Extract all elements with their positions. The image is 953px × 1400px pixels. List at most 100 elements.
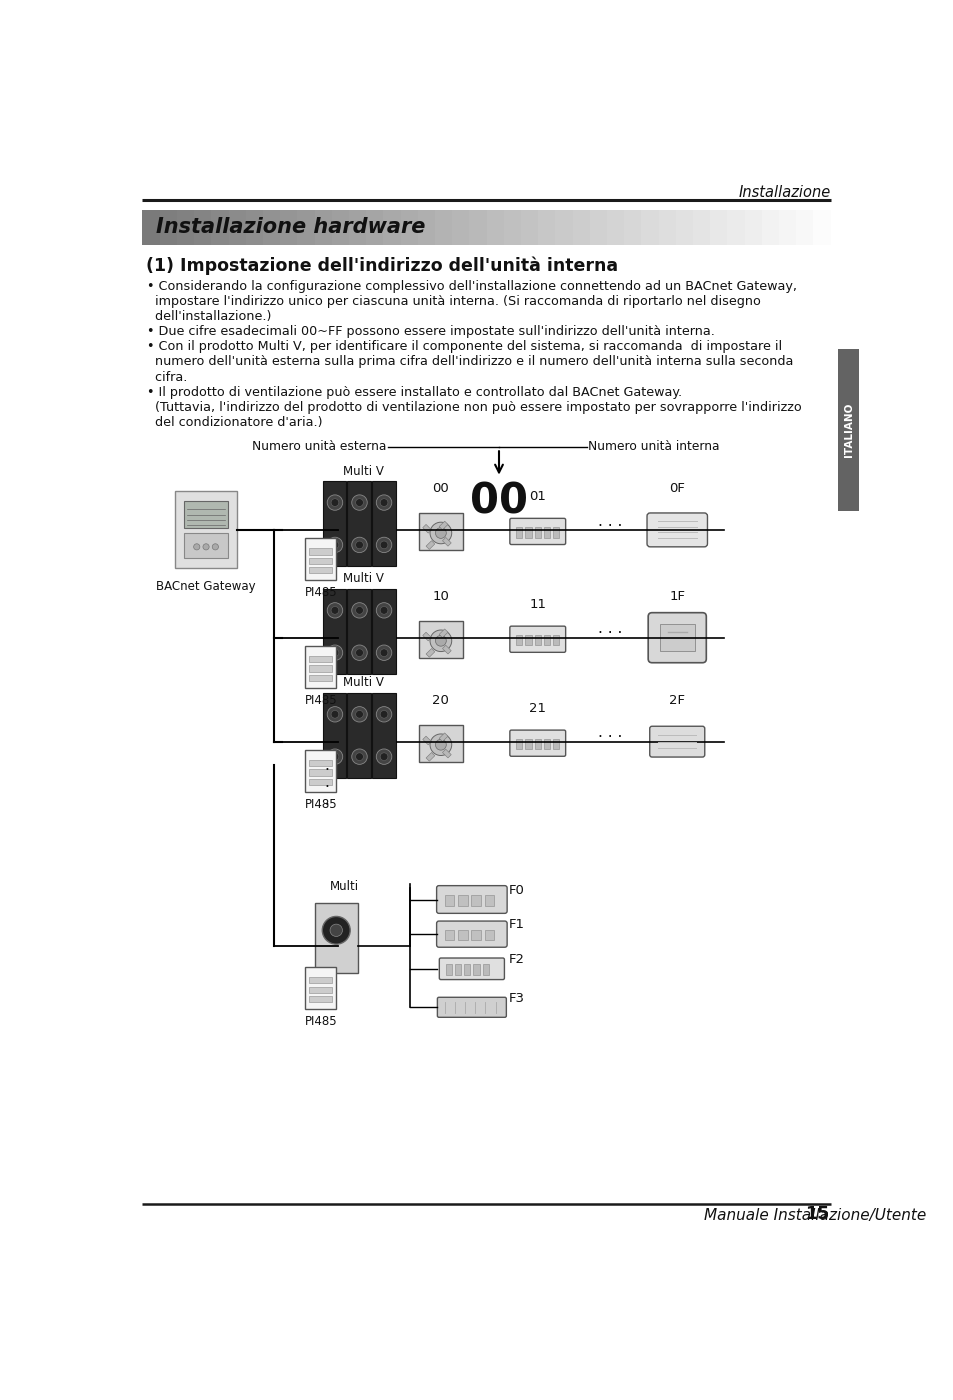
Bar bbox=[297, 210, 315, 245]
Bar bbox=[349, 210, 367, 245]
Text: 0F: 0F bbox=[669, 482, 684, 496]
Bar bbox=[442, 538, 451, 546]
Bar bbox=[659, 624, 694, 651]
Bar bbox=[796, 210, 814, 245]
Text: Numero unità interna: Numero unità interna bbox=[587, 440, 719, 454]
Circle shape bbox=[352, 602, 367, 617]
Bar bbox=[309, 987, 332, 993]
Text: ITALIANO: ITALIANO bbox=[842, 403, 853, 456]
Bar bbox=[727, 210, 744, 245]
Circle shape bbox=[327, 645, 342, 661]
Bar bbox=[503, 210, 521, 245]
Circle shape bbox=[435, 528, 446, 539]
Bar bbox=[212, 210, 229, 245]
Text: Installazione: Installazione bbox=[738, 185, 830, 200]
FancyBboxPatch shape bbox=[647, 613, 705, 662]
Bar bbox=[553, 526, 558, 538]
Bar bbox=[383, 210, 401, 245]
FancyBboxPatch shape bbox=[436, 886, 507, 913]
Circle shape bbox=[379, 710, 388, 718]
Bar bbox=[553, 634, 558, 645]
Bar bbox=[471, 930, 480, 941]
Circle shape bbox=[331, 753, 338, 760]
Text: del condizionatore d'aria.): del condizionatore d'aria.) bbox=[147, 416, 322, 428]
Bar bbox=[813, 210, 831, 245]
Bar bbox=[246, 210, 263, 245]
Text: 2F: 2F bbox=[669, 694, 684, 707]
Text: · · ·: · · · bbox=[597, 731, 621, 745]
Bar bbox=[516, 634, 521, 645]
Circle shape bbox=[327, 749, 342, 764]
Text: Multi V: Multi V bbox=[342, 676, 383, 689]
Circle shape bbox=[379, 753, 388, 760]
Text: 10: 10 bbox=[432, 589, 449, 603]
Bar bbox=[142, 210, 160, 245]
Bar bbox=[347, 589, 371, 673]
Bar bbox=[372, 482, 395, 566]
Circle shape bbox=[352, 645, 367, 661]
Text: F3: F3 bbox=[509, 991, 524, 1005]
Text: Installazione hardware: Installazione hardware bbox=[156, 217, 425, 237]
Bar bbox=[309, 557, 332, 564]
Circle shape bbox=[355, 710, 363, 718]
Bar bbox=[159, 210, 177, 245]
Bar bbox=[422, 633, 431, 641]
Bar bbox=[442, 645, 451, 654]
Bar bbox=[516, 739, 521, 749]
Bar bbox=[473, 965, 479, 974]
Text: (Tuttavia, l'indirizzo del prodotto di ventilazione non può essere impostato per: (Tuttavia, l'indirizzo del prodotto di v… bbox=[147, 400, 801, 413]
Bar bbox=[457, 895, 467, 906]
Circle shape bbox=[375, 602, 392, 617]
Bar bbox=[486, 210, 504, 245]
Text: · · ·: · · · bbox=[597, 626, 621, 641]
Circle shape bbox=[331, 606, 338, 615]
FancyBboxPatch shape bbox=[509, 518, 565, 545]
Text: Multi: Multi bbox=[329, 881, 358, 893]
Bar bbox=[543, 526, 550, 538]
Bar bbox=[534, 526, 540, 538]
Bar bbox=[537, 210, 556, 245]
Bar bbox=[445, 930, 454, 941]
Bar bbox=[305, 750, 335, 792]
Text: 20: 20 bbox=[432, 694, 449, 707]
Bar bbox=[418, 620, 462, 658]
Circle shape bbox=[435, 636, 446, 647]
Text: 11: 11 bbox=[529, 598, 546, 610]
Bar bbox=[322, 482, 346, 566]
Bar bbox=[572, 210, 590, 245]
Circle shape bbox=[331, 540, 338, 549]
Circle shape bbox=[355, 498, 363, 507]
Bar bbox=[184, 501, 228, 528]
Bar bbox=[469, 210, 487, 245]
Circle shape bbox=[212, 543, 218, 550]
Bar bbox=[309, 770, 332, 776]
Bar bbox=[305, 967, 335, 1009]
Bar bbox=[426, 648, 435, 657]
FancyBboxPatch shape bbox=[436, 921, 507, 948]
Bar bbox=[176, 210, 194, 245]
Circle shape bbox=[355, 648, 363, 657]
FancyBboxPatch shape bbox=[509, 626, 565, 652]
Bar bbox=[309, 657, 332, 662]
Bar bbox=[438, 629, 448, 637]
Bar bbox=[305, 538, 335, 581]
Bar bbox=[534, 634, 540, 645]
Bar bbox=[309, 760, 332, 766]
Circle shape bbox=[352, 707, 367, 722]
Bar bbox=[426, 752, 435, 762]
Bar bbox=[838, 349, 858, 511]
Bar bbox=[534, 739, 540, 749]
Bar bbox=[455, 965, 460, 974]
Circle shape bbox=[375, 538, 392, 553]
Bar bbox=[309, 995, 332, 1002]
Circle shape bbox=[331, 648, 338, 657]
Bar bbox=[589, 210, 607, 245]
Circle shape bbox=[379, 498, 388, 507]
Circle shape bbox=[375, 494, 392, 510]
FancyBboxPatch shape bbox=[439, 958, 504, 980]
Bar bbox=[438, 732, 448, 742]
Circle shape bbox=[193, 543, 199, 550]
Circle shape bbox=[430, 522, 452, 543]
Text: • Considerando la configurazione complessivo dell'installazione connettendo ad u: • Considerando la configurazione comples… bbox=[147, 280, 797, 294]
FancyBboxPatch shape bbox=[649, 727, 704, 757]
